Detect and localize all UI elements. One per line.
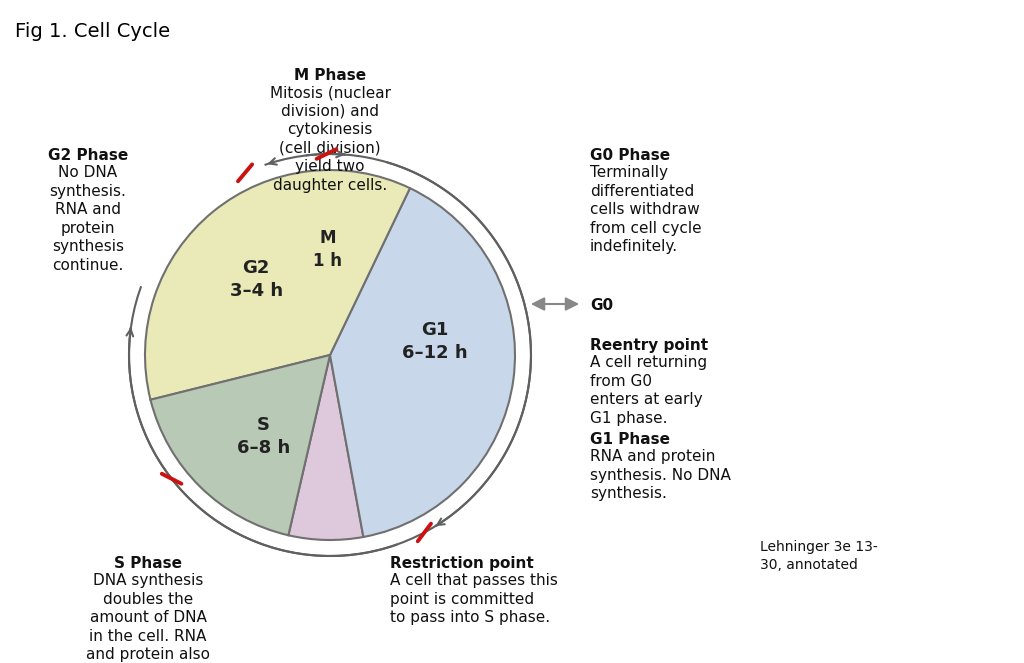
Text: RNA and protein
synthesis. No DNA
synthesis.: RNA and protein synthesis. No DNA synthe… (590, 449, 731, 501)
Text: Reentry point: Reentry point (590, 338, 709, 353)
Text: G1 Phase: G1 Phase (590, 432, 670, 447)
Text: G0 Phase: G0 Phase (590, 148, 670, 163)
Text: G1
6–12 h: G1 6–12 h (401, 321, 467, 361)
Wedge shape (145, 170, 410, 400)
Wedge shape (151, 355, 330, 535)
Wedge shape (289, 355, 364, 540)
Text: Mitosis (nuclear
division) and
cytokinesis
(cell division)
yield two
daughter ce: Mitosis (nuclear division) and cytokines… (269, 85, 390, 193)
Text: S Phase: S Phase (114, 556, 182, 571)
Text: No DNA
synthesis.
RNA and
protein
synthesis
continue.: No DNA synthesis. RNA and protein synthe… (49, 165, 126, 273)
Text: G2 Phase: G2 Phase (48, 148, 128, 163)
Text: Fig 1. Cell Cycle: Fig 1. Cell Cycle (15, 22, 170, 41)
Text: DNA synthesis
doubles the
amount of DNA
in the cell. RNA
and protein also
synthe: DNA synthesis doubles the amount of DNA … (86, 573, 210, 663)
Wedge shape (330, 188, 515, 537)
Text: G2
3–4 h: G2 3–4 h (229, 259, 283, 300)
Text: G0: G0 (590, 298, 613, 314)
Text: Terminally
differentiated
cells withdraw
from cell cycle
indefinitely.: Terminally differentiated cells withdraw… (590, 165, 701, 255)
Text: A cell that passes this
point is committed
to pass into S phase.: A cell that passes this point is committ… (390, 573, 558, 625)
Text: M Phase: M Phase (294, 68, 366, 83)
FancyArrowPatch shape (534, 298, 577, 310)
Text: Lehninger 3e 13-
30, annotated: Lehninger 3e 13- 30, annotated (760, 540, 878, 572)
Text: M
1 h: M 1 h (313, 229, 342, 270)
Text: A cell returning
from G0
enters at early
G1 phase.: A cell returning from G0 enters at early… (590, 355, 708, 426)
Text: Restriction point: Restriction point (390, 556, 534, 571)
Text: S
6–8 h: S 6–8 h (237, 416, 290, 457)
